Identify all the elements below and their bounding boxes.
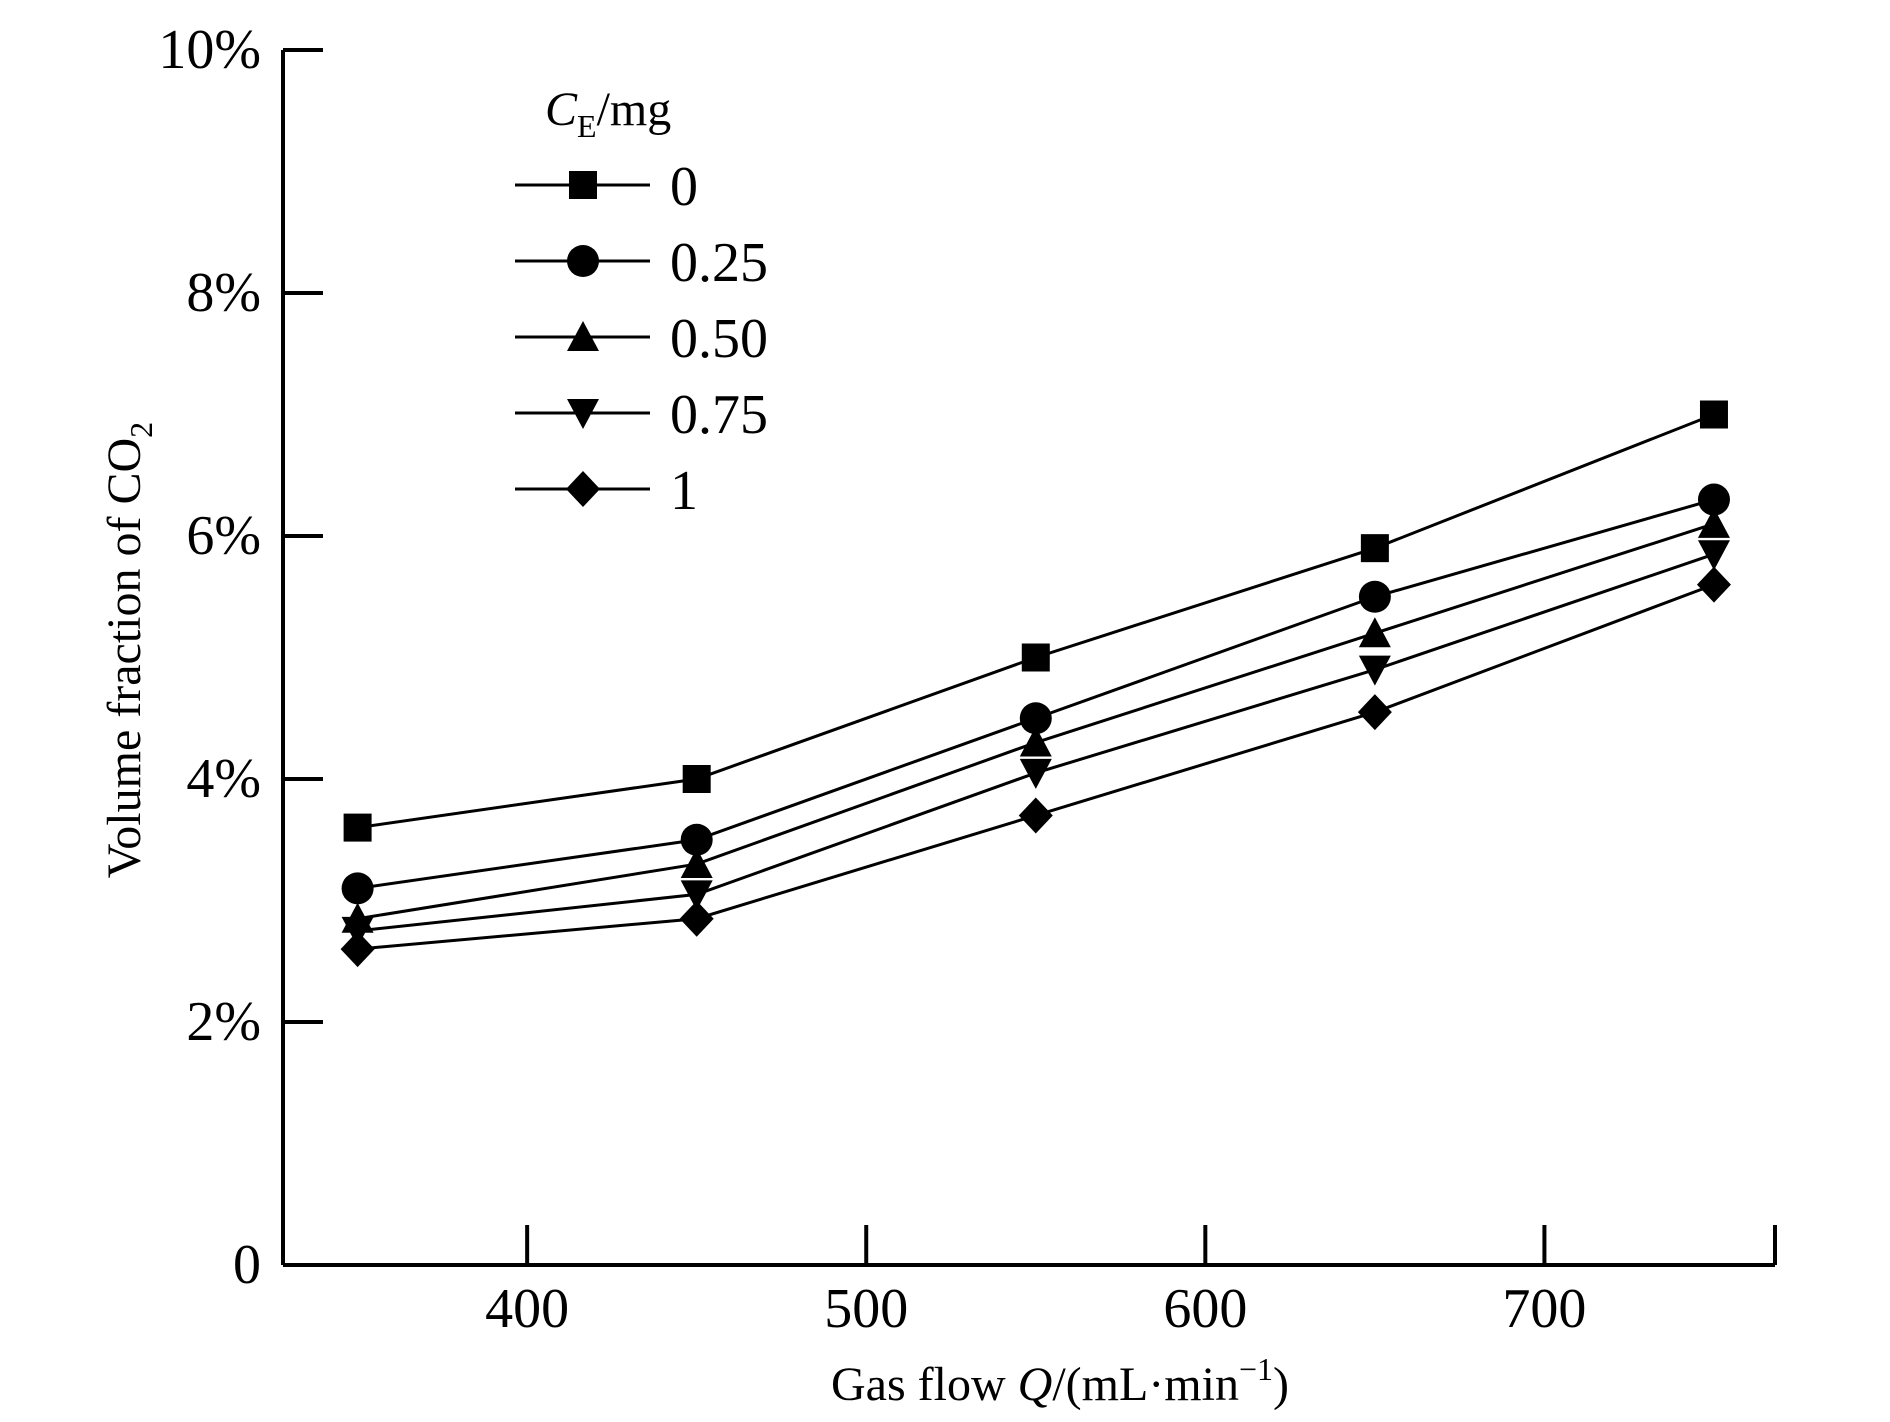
x-tick-label: 600 (1163, 1278, 1247, 1340)
x-axis-label-unit-close: ) (1273, 1358, 1289, 1411)
data-point (1697, 507, 1730, 538)
series-circle (341, 483, 1730, 905)
y-tick-label: 2% (186, 991, 261, 1053)
x-tick-label: 400 (485, 1278, 569, 1340)
legend-marker (567, 399, 599, 429)
legend-marker (567, 245, 599, 277)
legend-marker (566, 471, 600, 507)
data-point (343, 813, 372, 842)
data-point (680, 823, 713, 856)
data-point (340, 931, 375, 968)
legend-label: 0.50 (670, 308, 768, 370)
legend-entry: 0.25 (515, 232, 768, 294)
data-point (341, 872, 374, 905)
x-axis-label-prefix: Gas flow (831, 1358, 1018, 1411)
series-diamond (340, 566, 1731, 968)
y-axis-label: Volume fraction of CO2 (98, 422, 159, 878)
legend-label: 1 (670, 460, 698, 522)
y-tick-label: 0 (233, 1234, 261, 1296)
y-tick-label: 4% (186, 748, 261, 810)
data-point (1019, 702, 1052, 735)
legend-label: 0.75 (670, 384, 768, 446)
data-point (1697, 540, 1730, 571)
data-point (1696, 566, 1731, 603)
legend-title-sub: E (577, 108, 597, 144)
legend-marker (569, 171, 597, 199)
data-point (1358, 580, 1391, 613)
data-point (1699, 400, 1728, 429)
legend-entry: 1 (515, 460, 698, 522)
x-axis-label-unit-sup: −1 (1239, 1351, 1273, 1387)
y-tick-label: 8% (186, 262, 261, 324)
data-point (1018, 797, 1053, 834)
series-layer (340, 400, 1731, 968)
data-point (1357, 694, 1392, 731)
legend-label: 0 (670, 156, 698, 218)
x-axis-label-unit-open: /(mL·min (1052, 1358, 1239, 1411)
legend-entry: 0 (515, 156, 698, 218)
legend-entry: 0.75 (515, 384, 768, 446)
data-point (1019, 726, 1052, 757)
data-point (1697, 483, 1730, 516)
legend-title-italic: C (545, 83, 578, 136)
data-point (682, 765, 711, 793)
legend-label: 0.25 (670, 232, 768, 294)
data-point (1360, 534, 1389, 563)
x-tick-label: 700 (1502, 1278, 1586, 1340)
x-axis-label-italic: Q (1018, 1358, 1053, 1411)
legend: CE/mg 0 0.25 0.50 0.75 1 (515, 83, 768, 522)
legend-title: CE/mg (545, 83, 671, 144)
data-point (1021, 643, 1050, 672)
data-point (1358, 617, 1391, 648)
x-axis-label: Gas flow Q/(mL·min−1) (831, 1351, 1289, 1411)
data-point (679, 900, 714, 937)
axes: 0 2% 4% 6% 8% 10% 400 500 600 700 (158, 19, 1777, 1340)
y-tick-label: 10% (158, 19, 261, 81)
legend-title-rest: /mg (597, 83, 672, 136)
data-point (680, 880, 713, 911)
legend-entry: 0.50 (515, 308, 768, 370)
y-axis-label-sub: 2 (123, 422, 159, 438)
y-axis-label-main: Volume fraction of CO (98, 438, 151, 878)
legend-marker (567, 321, 599, 351)
y-tick-label: 6% (186, 505, 261, 567)
data-point (1019, 758, 1052, 789)
data-point (1358, 655, 1391, 686)
data-point (680, 848, 713, 879)
series-triangle-up (341, 507, 1730, 933)
x-tick-label: 500 (824, 1278, 908, 1340)
series-square (343, 400, 1728, 842)
